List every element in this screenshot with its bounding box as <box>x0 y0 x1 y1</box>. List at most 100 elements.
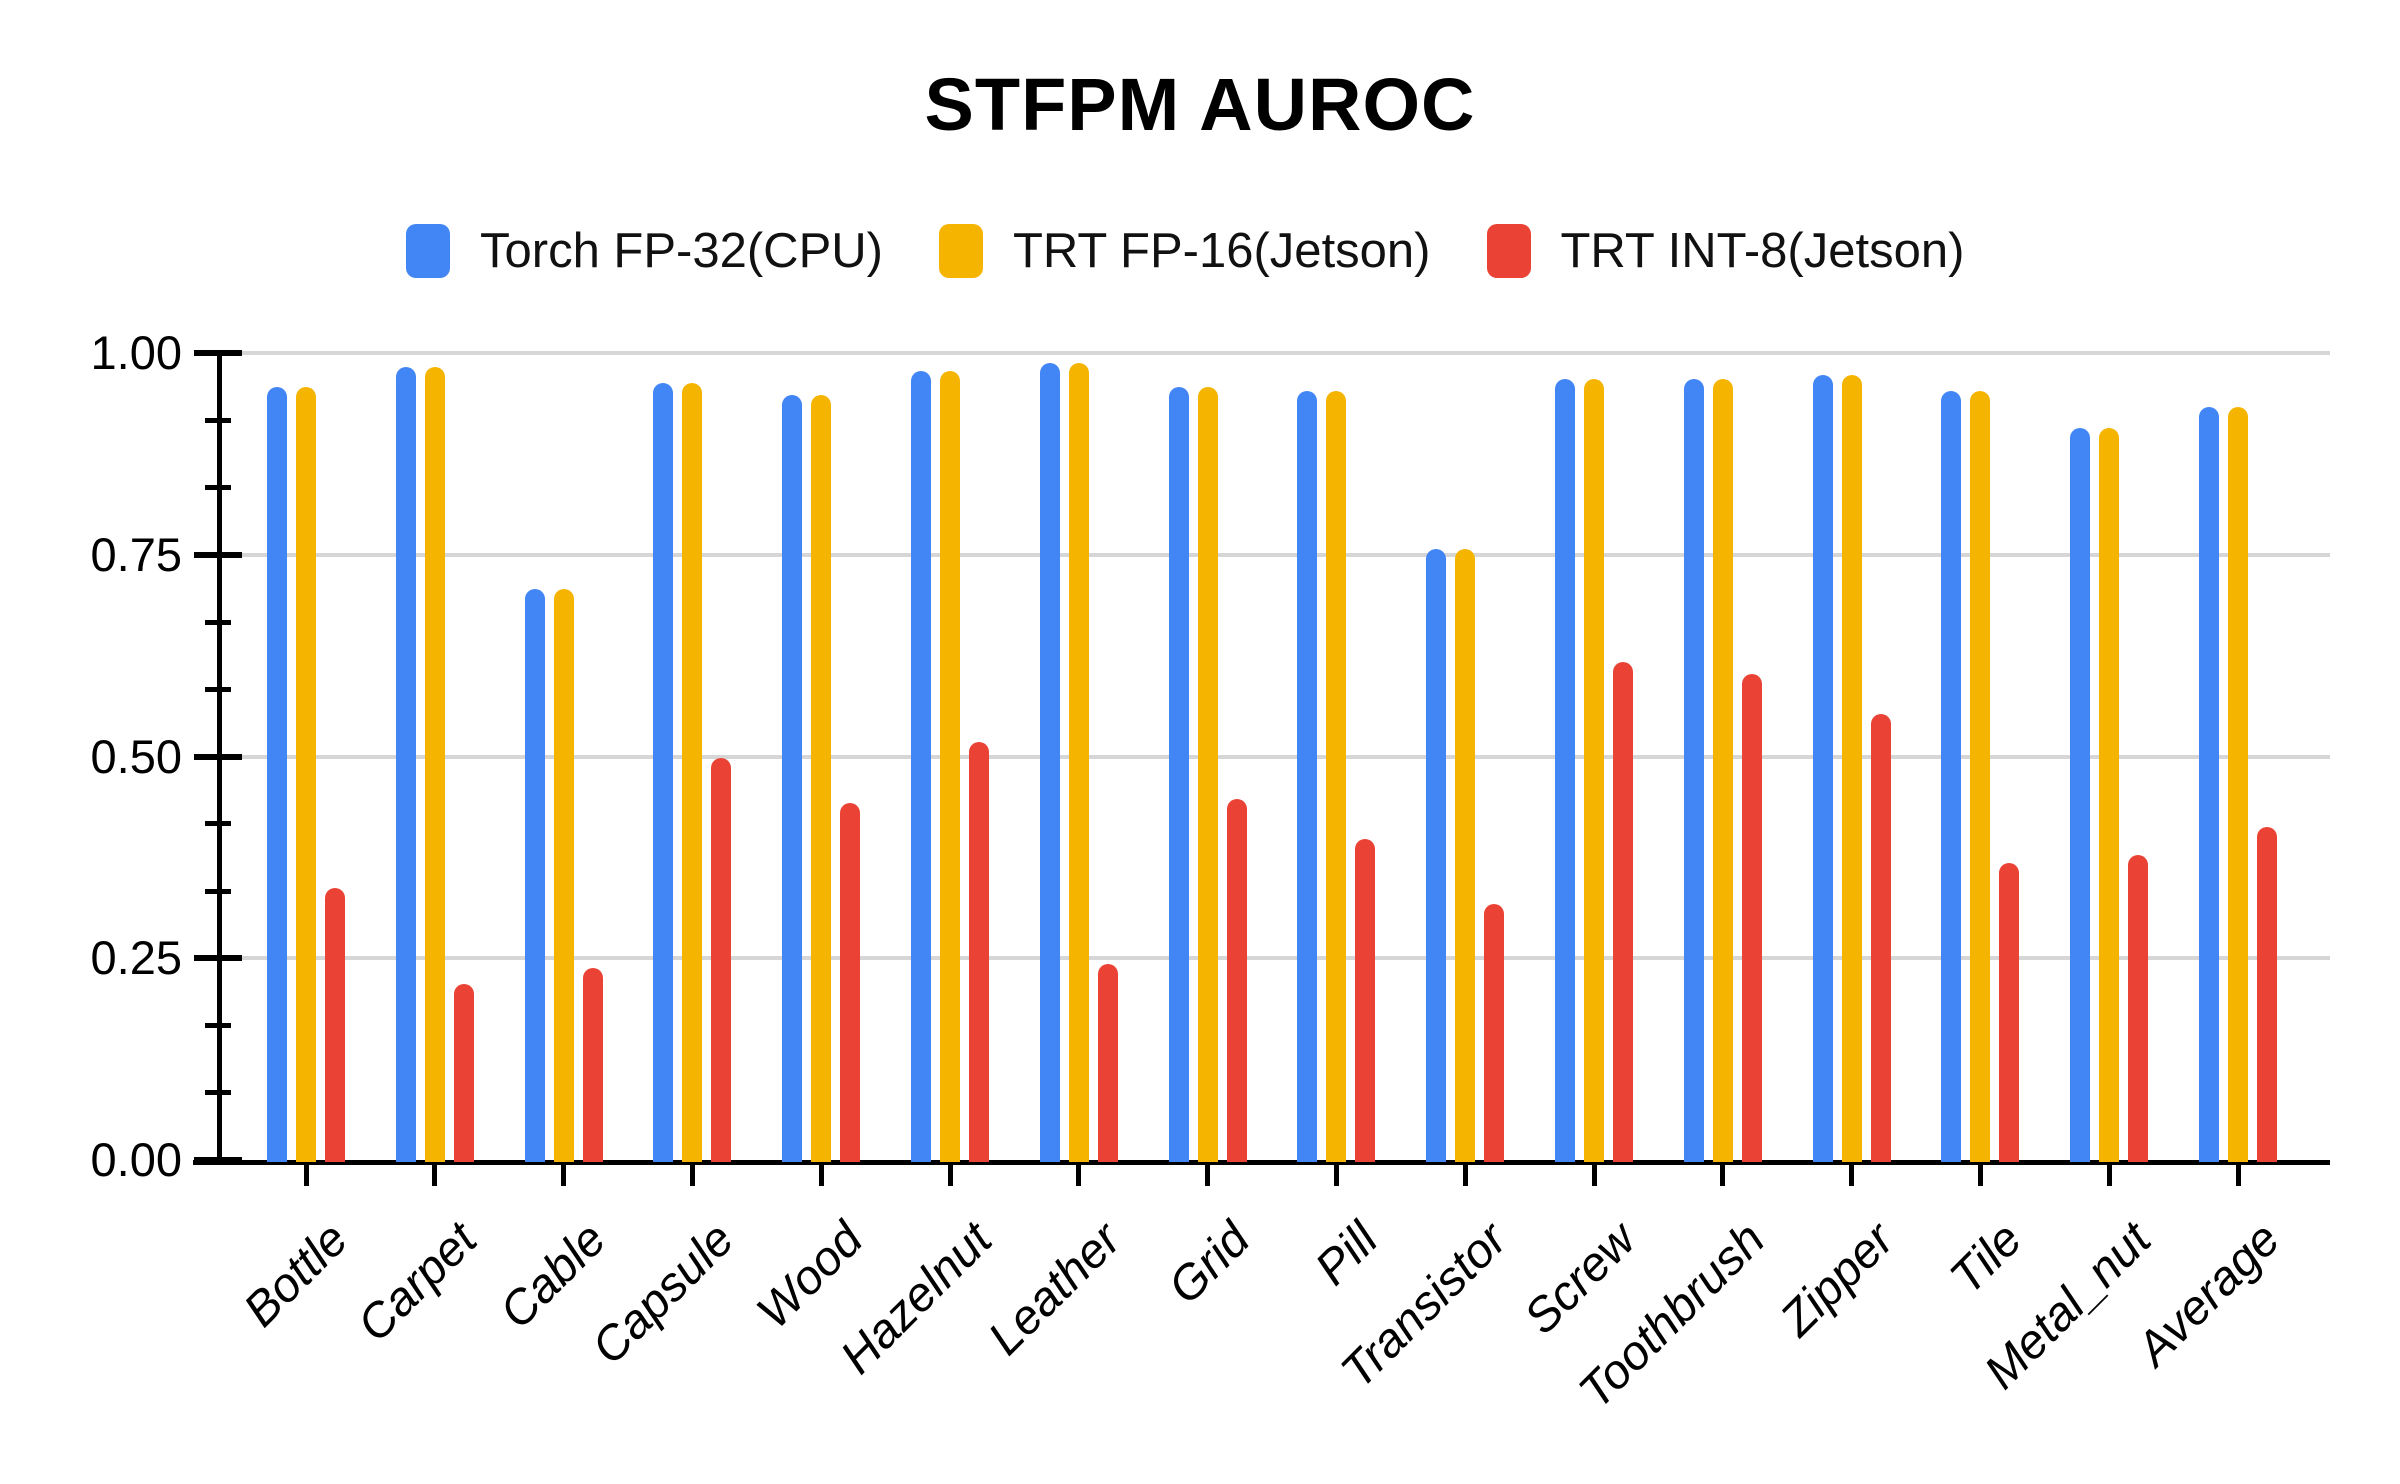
bar-tile-series-1 <box>1970 391 1990 1162</box>
gridline <box>217 754 2330 759</box>
bar-grid-series-1 <box>1198 387 1218 1162</box>
x-axis-line <box>193 1160 2330 1165</box>
y-axis-minor-tick <box>205 1023 231 1028</box>
bar-pill-series-1 <box>1326 391 1346 1162</box>
x-axis-tick <box>1333 1138 1339 1186</box>
x-axis-label: Tile <box>1940 1212 2033 1305</box>
gridline <box>217 956 2330 961</box>
y-axis-minor-tick <box>205 1090 231 1096</box>
x-axis-label: Leather <box>978 1212 1131 1366</box>
bar-hazelnut-series-1 <box>940 371 960 1162</box>
bar-screw-series-1 <box>1584 379 1604 1162</box>
x-axis-tick <box>1076 1138 1082 1186</box>
y-axis-minor-tick <box>205 888 231 894</box>
bar-wood-series-1 <box>811 395 831 1162</box>
x-axis-label: Carpet <box>347 1212 487 1353</box>
bar-pill-series-2 <box>1355 839 1375 1162</box>
chart-title: STFPM AUROC <box>924 63 1476 146</box>
x-axis-tick <box>1205 1138 1211 1186</box>
y-axis-major-tick <box>194 753 242 760</box>
legend-swatch <box>938 224 983 278</box>
bar-capsule-series-1 <box>682 383 702 1162</box>
bar-hazelnut-series-0 <box>911 371 931 1162</box>
bar-average-series-2 <box>2257 827 2277 1162</box>
bar-carpet-series-1 <box>425 367 445 1162</box>
bar-capsule-series-2 <box>711 758 731 1162</box>
y-axis-label: 0.50 <box>90 729 182 783</box>
y-axis-minor-tick <box>205 485 231 490</box>
bar-transistor-series-2 <box>1484 904 1504 1162</box>
x-axis-tick <box>947 1138 953 1186</box>
bar-average-series-1 <box>2228 407 2248 1162</box>
legend-label: TRT INT-8(Jetson) <box>1560 224 1965 278</box>
legend-item-1: TRT FP-16(Jetson) <box>938 223 1431 279</box>
y-axis-major-tick <box>194 350 242 356</box>
bar-metal_nut-series-2 <box>2128 855 2148 1162</box>
bar-tile-series-0 <box>1941 391 1961 1162</box>
x-axis-label: Average <box>2126 1212 2291 1376</box>
bar-toothbrush-series-1 <box>1713 379 1733 1162</box>
x-axis-label: Capsule <box>582 1212 745 1375</box>
y-axis-minor-tick <box>205 686 231 692</box>
bar-leather-series-2 <box>1098 964 1118 1162</box>
x-axis-label: Grid <box>1158 1212 1260 1315</box>
y-axis-label: 0.00 <box>90 1133 182 1186</box>
bar-screw-series-2 <box>1613 662 1633 1162</box>
legend: Torch FP-32(CPU) TRT FP-16(Jetson) TRT INT… <box>406 222 1964 280</box>
x-axis-tick <box>1462 1138 1468 1186</box>
y-axis-label: 0.75 <box>90 527 182 581</box>
x-axis-tick <box>1977 1138 1983 1186</box>
legend-swatch <box>1486 224 1531 278</box>
bar-toothbrush-series-0 <box>1684 379 1704 1162</box>
bar-tile-series-2 <box>1999 863 2019 1162</box>
y-axis-major-tick <box>194 1157 242 1163</box>
x-axis-tick <box>2235 1138 2241 1186</box>
bar-leather-series-1 <box>1069 363 1089 1162</box>
bar-toothbrush-series-2 <box>1742 674 1762 1162</box>
y-axis-label: 1.00 <box>90 326 182 379</box>
legend-item-2: TRT INT-8(Jetson) <box>1486 223 1965 279</box>
bar-cable-series-0 <box>525 589 545 1162</box>
bar-pill-series-0 <box>1297 391 1317 1162</box>
bar-grid-series-0 <box>1169 387 1189 1162</box>
bar-hazelnut-series-2 <box>969 742 989 1162</box>
y-axis-minor-tick <box>205 417 231 423</box>
legend-swatch <box>406 224 450 278</box>
y-axis-major-tick <box>194 551 242 558</box>
bar-grid-series-2 <box>1227 799 1247 1162</box>
bar-average-series-0 <box>2199 407 2219 1162</box>
bar-capsule-series-0 <box>653 383 673 1162</box>
bar-carpet-series-2 <box>454 984 474 1162</box>
bar-leather-series-0 <box>1040 363 1060 1162</box>
legend-label: Torch FP-32(CPU) <box>480 224 883 278</box>
x-axis-tick <box>432 1138 438 1186</box>
bar-metal_nut-series-0 <box>2070 428 2090 1162</box>
y-axis-minor-tick <box>205 821 231 827</box>
y-axis-major-tick <box>194 955 242 962</box>
bar-zipper-series-2 <box>1871 714 1891 1162</box>
gridline <box>217 552 2330 557</box>
bar-wood-series-0 <box>782 395 802 1162</box>
bar-bottle-series-0 <box>267 387 287 1162</box>
x-axis-tick <box>303 1138 309 1186</box>
bar-screw-series-0 <box>1555 379 1575 1162</box>
bar-transistor-series-0 <box>1426 549 1446 1162</box>
legend-item-0: Torch FP-32(CPU) <box>406 223 883 279</box>
x-axis-tick <box>1720 1138 1726 1186</box>
x-axis-tick <box>1849 1138 1855 1186</box>
bar-bottle-series-1 <box>296 387 316 1162</box>
x-axis-tick <box>2106 1138 2112 1186</box>
bar-zipper-series-0 <box>1813 375 1833 1162</box>
bar-cable-series-2 <box>583 968 603 1162</box>
x-axis-tick <box>689 1138 695 1186</box>
x-axis-label: Zipper <box>1770 1212 1904 1347</box>
bar-wood-series-2 <box>840 803 860 1162</box>
gridline <box>217 351 2330 355</box>
x-axis-tick <box>561 1138 567 1186</box>
bar-bottle-series-2 <box>325 888 345 1162</box>
y-axis-minor-tick <box>205 619 231 625</box>
legend-label: TRT FP-16(Jetson) <box>1012 224 1431 278</box>
x-axis-label: Pill <box>1305 1212 1389 1296</box>
bar-carpet-series-0 <box>396 367 416 1162</box>
